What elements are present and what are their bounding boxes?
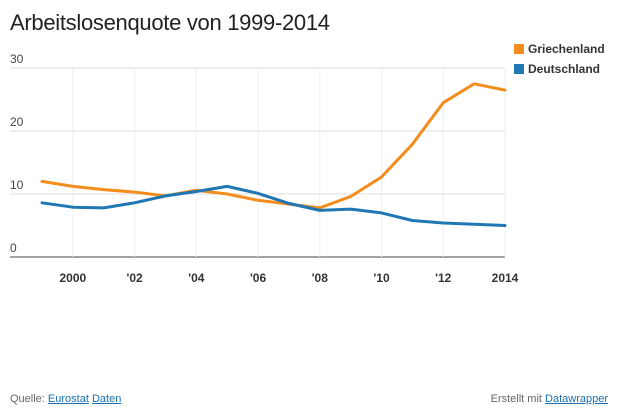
series-line-griechenland xyxy=(40,82,507,210)
source-footer: Quelle: Eurostat Daten xyxy=(10,393,121,405)
series-line-deutschland xyxy=(40,184,507,227)
y-tick-label: 30 xyxy=(10,52,24,66)
legend-label-deutschland: Deutschland xyxy=(528,62,601,76)
x-tick-label: '06 xyxy=(250,271,267,285)
x-tick-label: 2014 xyxy=(492,271,519,285)
credit-prefix: Erstellt mit xyxy=(490,393,542,405)
x-tick-label: 2000 xyxy=(60,271,87,285)
daten-link[interactable]: Daten xyxy=(91,393,122,405)
source-prefix: Quelle: xyxy=(10,393,45,405)
x-tick-label: '08 xyxy=(312,271,329,285)
x-tick-label: '10 xyxy=(373,271,390,285)
y-tick-label: 0 xyxy=(10,241,17,255)
x-tick-label: '04 xyxy=(188,271,205,285)
credit-footer: Erstellt mit Datawrapper xyxy=(491,393,608,405)
legend-label-griechenland: Griechenland xyxy=(528,42,605,56)
y-tick-label: 20 xyxy=(10,115,24,129)
legend-item-griechenland[interactable]: Griechenland xyxy=(514,42,605,56)
x-tick-label: '02 xyxy=(126,271,143,285)
legend-swatch-deutschland xyxy=(514,64,524,74)
legend-item-deutschland[interactable]: Deutschland xyxy=(514,62,600,76)
chart-title: Arbeitslosenquote von 1999-2014 xyxy=(10,10,330,35)
legend-swatch-griechenland xyxy=(514,44,524,54)
y-tick-label: 10 xyxy=(10,178,24,192)
datawrapper-link[interactable]: Datawrapper xyxy=(545,393,608,405)
eurostat-link[interactable]: Eurostat xyxy=(47,393,89,405)
x-tick-label: '12 xyxy=(435,271,452,285)
